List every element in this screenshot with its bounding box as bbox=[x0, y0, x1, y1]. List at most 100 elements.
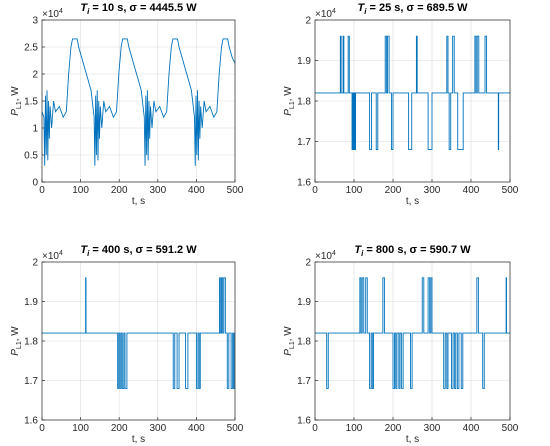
title-symbol: T bbox=[357, 2, 365, 14]
exponent-power: 4 bbox=[332, 8, 336, 15]
exponent-label: ×104 bbox=[42, 250, 63, 262]
x-tick-label: 0 bbox=[39, 185, 45, 196]
y-tick-label: 1.7 bbox=[24, 376, 38, 387]
x-tick-label: 200 bbox=[111, 185, 128, 196]
y-label-symbol: P bbox=[10, 109, 21, 116]
y-axis-label: PL1, W bbox=[283, 326, 296, 356]
y-tick-label: 1.8 bbox=[24, 337, 38, 348]
data-line bbox=[315, 277, 510, 389]
x-tick-label: 500 bbox=[502, 185, 519, 196]
exponent-power: 4 bbox=[59, 250, 63, 257]
x-axis-label: t, s bbox=[406, 196, 419, 207]
axes-frame bbox=[314, 19, 511, 183]
x-tick-label: 100 bbox=[346, 423, 363, 434]
x-tick-label: 400 bbox=[188, 423, 205, 434]
title-rest: = 25 s, σ = 689.5 W bbox=[366, 2, 468, 14]
x-tick-label: 100 bbox=[72, 423, 89, 434]
x-tick-label: 0 bbox=[312, 185, 318, 196]
y-label-unit: , W bbox=[283, 326, 294, 342]
title-symbol: T bbox=[80, 244, 88, 256]
y-axis-label: PL1, W bbox=[10, 86, 23, 116]
x-tick-label: 0 bbox=[312, 423, 318, 434]
y-label-subscript: L1 bbox=[289, 101, 296, 109]
x-tick-label: 200 bbox=[385, 423, 402, 434]
y-tick-label: 2 bbox=[305, 258, 311, 269]
y-axis-label: PL1, W bbox=[283, 86, 296, 116]
data-line bbox=[42, 277, 236, 389]
chart-title: Ti = 800 s, σ = 590.7 W bbox=[354, 244, 471, 258]
y-tick-label: 1.9 bbox=[297, 297, 311, 308]
y-label-subscript: L1 bbox=[289, 341, 296, 349]
chart-title: Ti = 25 s, σ = 689.5 W bbox=[357, 2, 468, 16]
title-rest: = 400 s, σ = 591.2 W bbox=[89, 244, 197, 256]
y-tick-label: 1.8 bbox=[297, 97, 311, 108]
x-tick-label: 0 bbox=[39, 423, 45, 434]
title-symbol: T bbox=[354, 244, 362, 256]
chart-title: Ti = 400 s, σ = 591.2 W bbox=[80, 244, 197, 258]
title-rest: = 800 s, σ = 590.7 W bbox=[363, 244, 471, 256]
x-tick-label: 300 bbox=[149, 185, 166, 196]
exponent-base: ×10 bbox=[42, 9, 59, 20]
y-tick-label: 1.9 bbox=[297, 56, 311, 67]
x-tick-label: 300 bbox=[424, 185, 441, 196]
exponent-power: 4 bbox=[332, 250, 336, 257]
title-subscript: i bbox=[87, 249, 90, 258]
y-tick-label: 1.5 bbox=[24, 97, 38, 108]
x-axis-label: t, s bbox=[132, 434, 145, 445]
subplot: 0 100 200 300 400 500 0 0.5 1 1.5 2 2.5 3 ×104 Ti = 10… bbox=[10, 2, 244, 207]
title-symbol: T bbox=[80, 2, 88, 14]
y-label-symbol: P bbox=[283, 349, 294, 356]
x-tick-label: 500 bbox=[227, 185, 244, 196]
x-tick-label: 400 bbox=[463, 185, 480, 196]
y-axis-label: PL1, W bbox=[10, 326, 23, 356]
y-tick-label: 3 bbox=[32, 16, 38, 27]
subplot: 0 100 200 300 400 500 1.6 1.7 1.8 1.9 2 ×104 Ti = 40… bbox=[10, 244, 244, 445]
y-label-symbol: P bbox=[10, 349, 21, 356]
axes-frame bbox=[314, 261, 511, 421]
y-tick-label: 2 bbox=[32, 70, 38, 81]
axes-frame bbox=[41, 261, 236, 421]
x-axis-label: t, s bbox=[406, 434, 419, 445]
title-subscript: i bbox=[87, 7, 90, 16]
exponent-power: 4 bbox=[59, 8, 63, 15]
y-label-unit: , W bbox=[10, 326, 21, 342]
y-label-subscript: L1 bbox=[16, 101, 23, 109]
y-label-subscript: L1 bbox=[16, 341, 23, 349]
x-tick-label: 100 bbox=[346, 185, 363, 196]
subplot: 0 100 200 300 400 500 1.6 1.7 1.8 1.9 2 ×104 Ti = 25… bbox=[283, 2, 519, 207]
x-tick-label: 500 bbox=[502, 423, 519, 434]
x-tick-label: 400 bbox=[463, 423, 480, 434]
y-tick-label: 1.9 bbox=[24, 297, 38, 308]
y-tick-label: 1.8 bbox=[297, 337, 311, 348]
y-tick-label: 1.6 bbox=[297, 416, 311, 427]
x-tick-label: 200 bbox=[385, 185, 402, 196]
exponent-base: ×10 bbox=[315, 251, 332, 262]
y-tick-label: 1.7 bbox=[297, 376, 311, 387]
y-label-symbol: P bbox=[283, 109, 294, 116]
x-tick-label: 100 bbox=[72, 185, 89, 196]
subplot: 0 100 200 300 400 500 1.6 1.7 1.8 1.9 2 ×104 Ti = 80… bbox=[283, 244, 519, 445]
data-line bbox=[41, 38, 236, 166]
title-rest: = 10 s, σ = 4445.5 W bbox=[89, 2, 197, 14]
title-subscript: i bbox=[364, 7, 367, 16]
exponent-base: ×10 bbox=[42, 251, 59, 262]
y-tick-label: 2.5 bbox=[24, 43, 38, 54]
chart-title: Ti = 10 s, σ = 4445.5 W bbox=[80, 2, 197, 16]
y-label-unit: , W bbox=[283, 86, 294, 102]
exponent-label: ×104 bbox=[315, 8, 336, 20]
y-tick-label: 2 bbox=[32, 258, 38, 269]
x-tick-label: 300 bbox=[424, 423, 441, 434]
y-tick-label: 1.6 bbox=[24, 416, 38, 427]
x-tick-label: 300 bbox=[149, 423, 166, 434]
y-tick-label: 1 bbox=[32, 124, 38, 135]
data-line bbox=[315, 35, 510, 151]
exponent-label: ×104 bbox=[315, 250, 336, 262]
exponent-label: ×104 bbox=[42, 8, 63, 20]
y-tick-label: 0.5 bbox=[24, 151, 38, 162]
y-tick-label: 1.6 bbox=[297, 178, 311, 189]
x-tick-label: 200 bbox=[111, 423, 128, 434]
y-tick-label: 1.7 bbox=[297, 137, 311, 148]
x-tick-label: 400 bbox=[188, 185, 205, 196]
y-tick-label: 0 bbox=[32, 178, 38, 189]
